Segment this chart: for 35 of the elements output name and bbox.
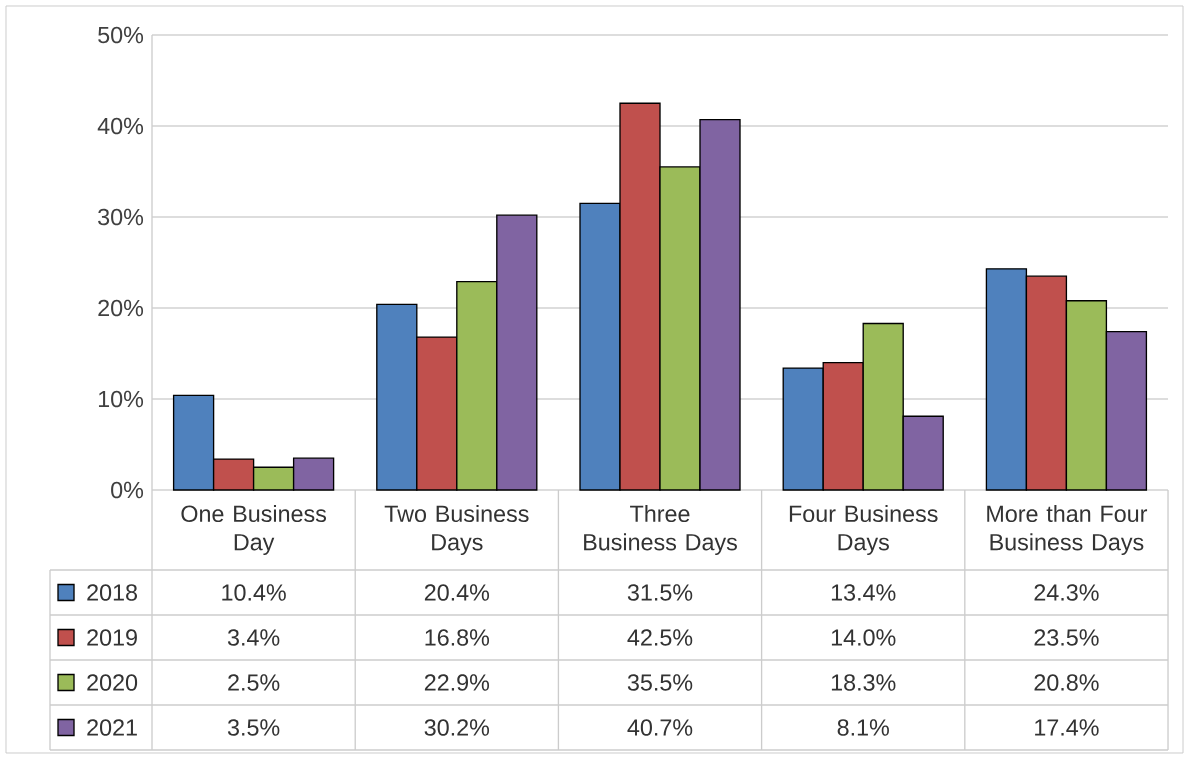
data-label: 3.4% [227,629,280,646]
data-label: 3.5% [227,719,280,736]
data-label: 16.8% [425,629,490,646]
legend-label: 2020 [87,674,138,691]
data-label: 10.4% [222,584,286,601]
data-label: 24.3% [1034,584,1099,601]
legend-label: 2018 [87,584,138,601]
data-label: 35.5% [627,674,693,691]
data-label: 31.5% [627,584,693,601]
x-tick-label: More than Four Business Days [987,504,1148,556]
data-label: 18.3% [831,674,896,691]
y-tick-label: 50% [98,26,144,44]
x-tick-label: One Business Day [181,504,327,556]
data-label: 42.5% [627,629,693,646]
legend-label: 2019 [87,629,137,646]
x-tick-label: Three Business Days [584,504,737,556]
data-label: 17.4% [1035,719,1099,736]
data-label: 13.4% [831,584,896,601]
data-label: 20.4% [424,584,490,601]
y-tick-label: 0% [111,481,144,499]
y-tick-label: 20% [98,299,144,317]
y-tick-label: 30% [98,208,144,226]
y-tick-label: 40% [97,117,144,135]
x-tick-label: Four Business Days [789,504,938,556]
data-label: 23.5% [1034,629,1099,646]
data-label: 40.7% [627,719,693,736]
data-label: 30.2% [424,719,490,736]
data-label: 8.1% [837,719,889,736]
data-label: 14.0% [831,629,896,646]
y-tick-label: 10% [98,390,144,408]
legend-label: 2021 [87,719,137,736]
data-label: 20.8% [1034,674,1099,691]
data-label: 2.5% [228,674,280,691]
x-tick-label: Two Business Days [384,504,529,556]
data-label: 22.9% [424,674,490,691]
